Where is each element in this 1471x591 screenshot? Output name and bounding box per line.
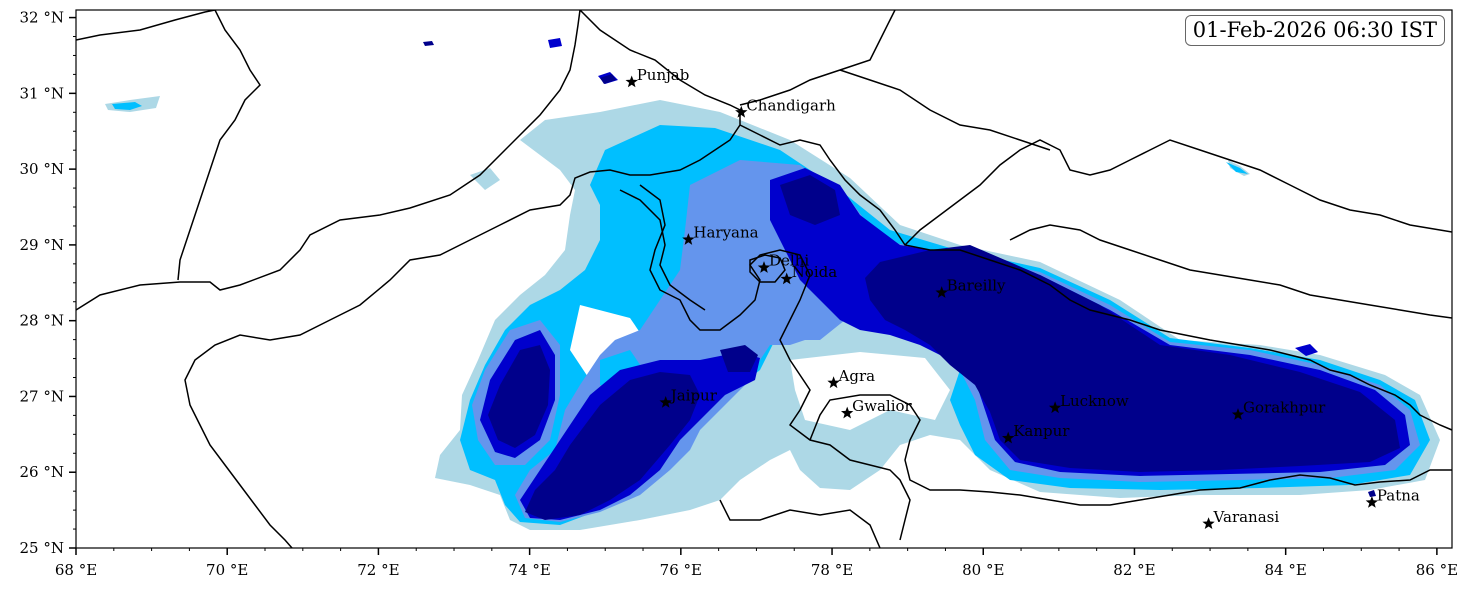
- boundary-indo-pak: [184, 10, 741, 548]
- city-agra: Agra: [827, 367, 876, 389]
- star-marker-icon: [1365, 496, 1378, 508]
- city-label: Patna: [1377, 487, 1420, 505]
- boundary-delhi: [749, 254, 786, 283]
- boundary-nepal-1: [904, 139, 1452, 246]
- city-lucknow: Lucknow: [1048, 392, 1129, 414]
- city-jaipur: Jaipur: [659, 387, 718, 408]
- boundary-west-3: [177, 10, 261, 281]
- contour-level-4-small-1: [1295, 344, 1318, 356]
- star-marker-icon: [935, 286, 948, 298]
- x-tick-label: 68 °E: [55, 561, 97, 579]
- star-marker-icon: [659, 396, 672, 408]
- star-marker-icon: [1002, 431, 1015, 444]
- city-label: Bareilly: [947, 277, 1006, 295]
- boundary-tibet: [739, 10, 896, 106]
- contour-level-1-hole-2: [790, 352, 950, 430]
- boundary-state-4: [719, 499, 881, 548]
- boundary-haryana: [619, 189, 706, 311]
- y-tick-label: 29 °N: [20, 236, 64, 254]
- plot-frame: [75, 9, 1453, 549]
- contour-level-5-small-2: [423, 41, 434, 46]
- city-label: Agra: [838, 367, 876, 385]
- city-gwalior: Gwalior: [841, 397, 913, 419]
- contour-level-4-small-3: [548, 38, 562, 48]
- x-tick-label: 86 °E: [1416, 561, 1458, 579]
- boundary-state-1: [639, 184, 911, 541]
- city-label: Varanasi: [1213, 508, 1280, 526]
- rainfall-contours: [105, 38, 1440, 530]
- boundary-west-1: [76, 10, 216, 41]
- star-marker-icon: [841, 406, 854, 419]
- city-label: Gwalior: [852, 397, 912, 415]
- x-tick-label: 80 °E: [962, 561, 1004, 579]
- city-kanpur: Kanpur: [1002, 422, 1070, 444]
- y-tick-label: 30 °N: [20, 160, 64, 178]
- y-tick-label: 31 °N: [20, 84, 64, 102]
- boundary-state-3: [809, 394, 1452, 506]
- x-tick-label: 70 °E: [206, 561, 248, 579]
- x-tick-label: 84 °E: [1265, 561, 1307, 579]
- x-tick-label: 76 °E: [660, 561, 702, 579]
- y-tick-label: 28 °N: [20, 312, 64, 330]
- boundary-nepal-2: [1009, 224, 1452, 319]
- city-label: Punjab: [637, 66, 690, 84]
- y-tick-label: 25 °N: [20, 539, 64, 557]
- boundary-tibet-2: [839, 69, 1051, 151]
- star-marker-icon: [827, 376, 840, 389]
- city-label: Noida: [792, 263, 838, 281]
- x-axis: 68 °E 70 °E 72 °E 74 °E 76 °E 78 °E 80 °E 82 °E…: [55, 548, 1458, 579]
- city-gorakhpur: Gorakhpur: [1231, 399, 1326, 420]
- city-label: Haryana: [693, 224, 758, 242]
- star-marker-icon: [1231, 408, 1245, 420]
- x-tick-label: 74 °E: [508, 561, 550, 579]
- contour-level-2-hole-2: [700, 430, 745, 480]
- star-marker-icon: [780, 272, 793, 285]
- star-marker-icon: [1048, 401, 1062, 414]
- star-marker-icon: [757, 261, 771, 273]
- contour-level-5-north: [780, 175, 840, 225]
- y-tick-label: 27 °N: [20, 387, 64, 405]
- city-label: Delhi: [769, 252, 809, 270]
- city-label: Jaipur: [669, 387, 718, 405]
- city-chandigarh: Chandigarh: [735, 96, 836, 118]
- contour-level-2-ne: [1226, 162, 1248, 174]
- x-tick-label: 72 °E: [357, 561, 399, 579]
- city-punjab: Punjab: [625, 66, 690, 88]
- city-haryana: Haryana: [682, 224, 759, 245]
- boundary-west-2: [76, 10, 581, 311]
- city-delhi: Delhi: [757, 252, 809, 273]
- contour-level-5-main: [865, 245, 1400, 472]
- contour-level-5: [423, 41, 1400, 520]
- city-bareilly: Bareilly: [935, 277, 1006, 298]
- city-label: Lucknow: [1060, 392, 1129, 410]
- city-label: Chandigarh: [746, 96, 836, 114]
- star-marker-icon: [735, 105, 748, 118]
- contour-level-5-east-cell: [720, 345, 758, 372]
- city-label: Gorakhpur: [1243, 399, 1326, 417]
- city-noida: Noida: [780, 263, 838, 285]
- contour-level-5-west-cell: [488, 345, 550, 448]
- city-varanasi: Varanasi: [1202, 508, 1279, 529]
- star-marker-icon: [625, 75, 638, 88]
- x-tick-label: 78 °E: [811, 561, 853, 579]
- political-boundaries: [76, 10, 1452, 548]
- y-axis: 32 °N 31 °N 30 °N 29 °N 28 °N 27 °N 26 °N 25 °N: [20, 9, 76, 557]
- contour-level-2-west: [112, 102, 142, 110]
- y-tick-label: 26 °N: [20, 463, 64, 481]
- city-patna: Patna: [1365, 487, 1420, 508]
- x-tick-label: 82 °E: [1113, 561, 1155, 579]
- contour-level-5-small-3: [1368, 490, 1376, 497]
- contour-level-1-nw: [470, 168, 500, 190]
- city-label: Kanpur: [1013, 422, 1070, 440]
- star-marker-icon: [682, 233, 695, 245]
- contour-level-5-small-1: [600, 74, 616, 84]
- contour-level-5-south-cell: [525, 372, 700, 520]
- star-marker-icon: [1202, 517, 1215, 529]
- timestamp-label: 01-Feb-2026 06:30 IST: [1184, 15, 1445, 46]
- y-tick-label: 32 °N: [20, 9, 64, 27]
- boundary-state-2: [739, 124, 1452, 431]
